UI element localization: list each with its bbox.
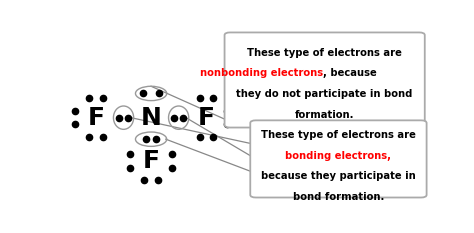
Text: These type of electrons are: These type of electrons are xyxy=(261,130,416,140)
Text: bonding electrons,: bonding electrons, xyxy=(285,151,392,161)
Text: F: F xyxy=(143,149,160,173)
FancyBboxPatch shape xyxy=(225,32,425,127)
Text: F: F xyxy=(88,106,104,130)
Text: These type of electrons are: These type of electrons are xyxy=(247,48,402,58)
FancyBboxPatch shape xyxy=(250,120,427,198)
Text: they do not participate in bond: they do not participate in bond xyxy=(237,89,413,99)
Text: because they participate in: because they participate in xyxy=(261,171,416,182)
Text: nonbonding electrons: nonbonding electrons xyxy=(200,68,323,78)
Text: bond formation.: bond formation. xyxy=(293,192,384,202)
Text: formation.: formation. xyxy=(295,110,355,120)
Text: N: N xyxy=(141,106,162,130)
Text: , because: , because xyxy=(323,68,376,78)
Text: F: F xyxy=(198,106,215,130)
